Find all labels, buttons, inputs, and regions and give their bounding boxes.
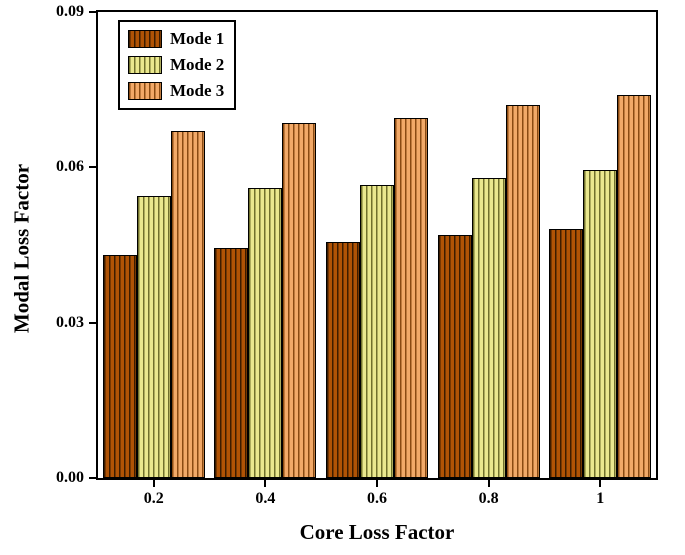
bar-mode2-x1: [583, 169, 618, 478]
bar-mode1-x0.2: [102, 255, 137, 478]
x-tick-label: 0.8: [478, 490, 499, 507]
legend: Mode 1 Mode 2 Mode 3: [118, 20, 237, 110]
legend-swatch-icon: [128, 56, 162, 74]
bar-mode1-x0.8: [437, 234, 472, 478]
y-tick-label: 0.03: [56, 313, 84, 331]
x-tick-label: 0.6: [367, 490, 387, 507]
y-tick: [89, 477, 96, 479]
y-tick-label: 0.00: [56, 469, 84, 486]
bar-mode2-x0.6: [360, 185, 394, 478]
bar-mode1-x0.4: [214, 247, 249, 478]
bar-mode3-x0.2: [170, 131, 205, 478]
bar-mode2-x0.8: [471, 177, 506, 478]
y-tick-label: 0.06: [56, 158, 84, 176]
bar-mode3-x0.6: [394, 118, 428, 478]
bar-mode3-x0.8: [505, 105, 540, 478]
x-tick-label: 1: [596, 490, 605, 507]
x-tick: [376, 480, 378, 487]
legend-swatch-icon: [128, 82, 162, 100]
y-tick-label: 0.09: [56, 3, 84, 20]
bar-mode2-x0.4: [248, 188, 283, 478]
x-tick: [487, 480, 490, 487]
x-tick: [599, 480, 602, 487]
legend-swatch-icon: [128, 30, 162, 48]
y-tick: [89, 11, 96, 13]
y-tick: [89, 166, 96, 169]
legend-row-mode1: Mode 1: [128, 29, 224, 49]
x-axis-title: Core Loss Factor: [299, 520, 455, 544]
bar-mode2-x0.2: [136, 195, 171, 478]
bar-mode3-x1: [617, 94, 652, 478]
legend-label: Mode 1: [170, 29, 225, 48]
y-tick: [89, 321, 96, 324]
x-tick: [264, 480, 267, 487]
plot-area: Mode 1 Mode 2 Mode 3: [96, 10, 658, 480]
legend-row-mode3: Mode 3: [128, 81, 224, 101]
legend-label: Mode 3: [170, 81, 225, 100]
legend-row-mode2: Mode 2: [128, 55, 224, 75]
bar-mode1-x0.6: [326, 242, 360, 478]
bar-mode3-x0.4: [282, 123, 317, 478]
x-tick: [152, 480, 155, 487]
x-tick-label: 0.2: [143, 490, 164, 507]
bar-mode1-x1: [549, 229, 584, 478]
legend-label: Mode 2: [170, 55, 225, 74]
x-tick-label: 0.4: [255, 490, 276, 507]
